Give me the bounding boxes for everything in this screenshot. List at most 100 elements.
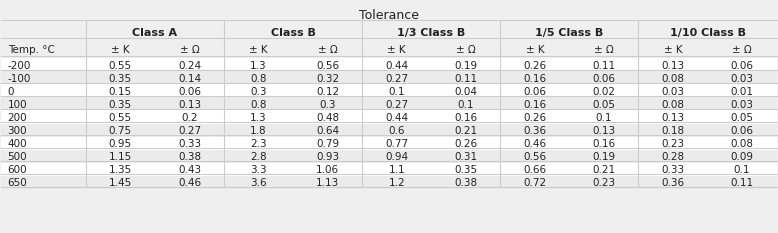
Text: 0.18: 0.18: [661, 126, 685, 136]
Text: ± Ω: ± Ω: [456, 45, 475, 55]
Text: 3.3: 3.3: [251, 165, 267, 175]
Text: 0.35: 0.35: [109, 74, 132, 84]
Text: 0.3: 0.3: [319, 100, 336, 110]
Text: 1.2: 1.2: [388, 178, 405, 188]
Text: 0.35: 0.35: [109, 100, 132, 110]
Text: 0.32: 0.32: [316, 74, 339, 84]
Bar: [2, 84, 776, 97]
Bar: [2, 163, 776, 176]
Text: 1/10 Class B: 1/10 Class B: [670, 27, 745, 38]
Text: 0.06: 0.06: [731, 126, 754, 136]
Text: ± Ω: ± Ω: [180, 45, 199, 55]
Text: 1.8: 1.8: [251, 126, 267, 136]
Text: 500: 500: [8, 152, 27, 162]
Text: 0.44: 0.44: [385, 61, 408, 71]
Text: 0.27: 0.27: [385, 100, 408, 110]
Text: 0.38: 0.38: [178, 152, 201, 162]
Text: 0.35: 0.35: [454, 165, 478, 175]
Text: 0.6: 0.6: [388, 126, 405, 136]
Text: Temp. °C: Temp. °C: [8, 45, 54, 55]
Text: 0.21: 0.21: [592, 165, 615, 175]
Text: ± Ω: ± Ω: [594, 45, 614, 55]
Text: 0.48: 0.48: [316, 113, 339, 123]
Bar: [2, 137, 776, 150]
Text: 0.75: 0.75: [109, 126, 132, 136]
Text: 2.3: 2.3: [251, 139, 267, 149]
Text: 2.8: 2.8: [251, 152, 267, 162]
Text: 0.15: 0.15: [109, 87, 132, 97]
Text: 0.19: 0.19: [592, 152, 615, 162]
Text: 0.46: 0.46: [524, 139, 546, 149]
Bar: [2, 97, 776, 110]
Text: Class A: Class A: [132, 27, 177, 38]
Text: 650: 650: [8, 178, 27, 188]
Text: 0.06: 0.06: [178, 87, 201, 97]
Bar: [2, 176, 776, 189]
Text: 0.1: 0.1: [596, 113, 612, 123]
Text: Tolerance: Tolerance: [359, 9, 419, 22]
Text: 0.94: 0.94: [385, 152, 408, 162]
Text: 0.03: 0.03: [731, 100, 754, 110]
Text: 0.13: 0.13: [661, 113, 685, 123]
Text: 0.36: 0.36: [524, 126, 546, 136]
Text: 0.13: 0.13: [178, 100, 201, 110]
Text: 0.72: 0.72: [524, 178, 546, 188]
Text: ± K: ± K: [387, 45, 406, 55]
Text: 0.08: 0.08: [661, 100, 685, 110]
Text: 0.26: 0.26: [454, 139, 478, 149]
Text: 0.21: 0.21: [454, 126, 478, 136]
Text: 300: 300: [8, 126, 27, 136]
Text: 0.23: 0.23: [592, 178, 615, 188]
Text: 0.43: 0.43: [178, 165, 201, 175]
Text: ± Ω: ± Ω: [317, 45, 338, 55]
Text: 0.23: 0.23: [661, 139, 685, 149]
Text: ± Ω: ± Ω: [732, 45, 752, 55]
Text: 0.06: 0.06: [731, 61, 754, 71]
Text: 0.77: 0.77: [385, 139, 408, 149]
Text: 0.06: 0.06: [524, 87, 546, 97]
Text: 0.55: 0.55: [109, 113, 132, 123]
Text: 0.55: 0.55: [109, 61, 132, 71]
Text: 0.01: 0.01: [731, 87, 754, 97]
Text: 400: 400: [8, 139, 27, 149]
Text: 1.3: 1.3: [251, 61, 267, 71]
Text: 1.3: 1.3: [251, 113, 267, 123]
Text: ± K: ± K: [111, 45, 130, 55]
Text: -100: -100: [8, 74, 31, 84]
Bar: [2, 110, 776, 123]
Text: 0.16: 0.16: [454, 113, 478, 123]
Text: 1/5 Class B: 1/5 Class B: [535, 27, 604, 38]
Text: 0.11: 0.11: [731, 178, 754, 188]
Text: 0.2: 0.2: [181, 113, 198, 123]
Text: 0.8: 0.8: [251, 74, 267, 84]
Text: 0.33: 0.33: [661, 165, 685, 175]
Text: 0.36: 0.36: [661, 178, 685, 188]
Text: 600: 600: [8, 165, 27, 175]
Text: 0.04: 0.04: [454, 87, 477, 97]
Text: 0.56: 0.56: [316, 61, 339, 71]
Text: ± K: ± K: [249, 45, 268, 55]
Bar: [2, 71, 776, 84]
Text: 1.15: 1.15: [109, 152, 132, 162]
Text: ± K: ± K: [525, 45, 544, 55]
Text: 0.12: 0.12: [316, 87, 339, 97]
Text: 1.1: 1.1: [388, 165, 405, 175]
Text: 0.1: 0.1: [388, 87, 405, 97]
Text: 100: 100: [8, 100, 27, 110]
Text: 0.08: 0.08: [661, 74, 685, 84]
Text: 3.6: 3.6: [251, 178, 267, 188]
Text: 0.16: 0.16: [524, 100, 546, 110]
Bar: [2, 58, 776, 71]
Bar: [2, 150, 776, 163]
Text: 0.27: 0.27: [178, 126, 201, 136]
Text: 1/3 Class B: 1/3 Class B: [397, 27, 465, 38]
Text: 1.13: 1.13: [316, 178, 339, 188]
Text: 0.46: 0.46: [178, 178, 201, 188]
Text: 0.3: 0.3: [251, 87, 267, 97]
Text: 0.05: 0.05: [731, 113, 754, 123]
Text: 0.11: 0.11: [454, 74, 478, 84]
Text: 0: 0: [8, 87, 14, 97]
Text: 0.8: 0.8: [251, 100, 267, 110]
Text: -200: -200: [8, 61, 31, 71]
Text: 0.66: 0.66: [524, 165, 546, 175]
